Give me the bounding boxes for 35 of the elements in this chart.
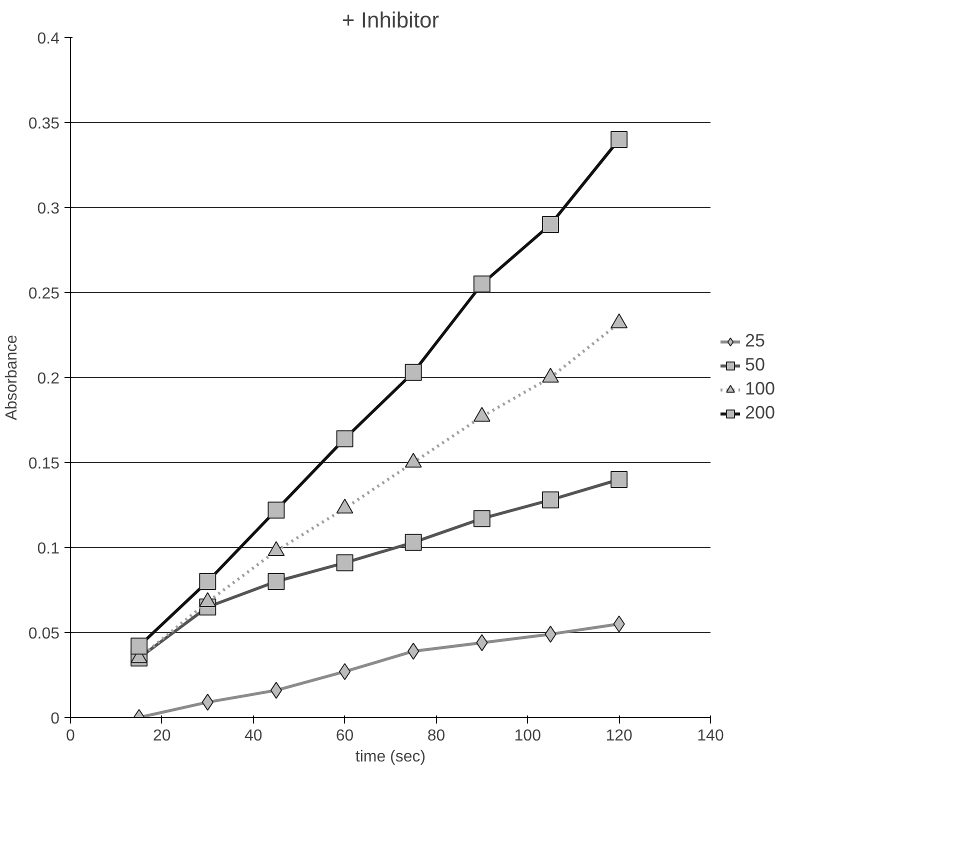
chart-title: + Inhibitor — [342, 8, 440, 32]
x-tick-label: 80 — [427, 728, 446, 744]
point — [336, 430, 354, 448]
x-tick-label: 60 — [336, 728, 354, 744]
point — [542, 216, 559, 233]
x-tick-label: 120 — [606, 728, 633, 744]
y-tick-label: 0 — [50, 710, 60, 728]
point — [473, 276, 490, 292]
legend-label: 200 — [745, 402, 776, 424]
y-tick-label: 0.4 — [37, 30, 60, 48]
x-tick-label: 100 — [514, 728, 542, 744]
x-axis-title: time (sec) — [355, 748, 426, 766]
y-tick-label: 0.05 — [28, 626, 60, 642]
legend-label: 25 — [745, 330, 766, 352]
point — [404, 364, 422, 381]
y-tick-label: 0.2 — [37, 370, 60, 388]
legend-label: 100 — [745, 378, 776, 400]
point — [610, 131, 628, 148]
y-tick-label: 0.1 — [37, 540, 60, 558]
legend-label: 50 — [745, 354, 766, 376]
y-tick-label: 0.15 — [28, 456, 60, 472]
x-tick-label: 0 — [66, 728, 76, 744]
point — [613, 616, 625, 632]
x-tick-label: 140 — [697, 728, 724, 744]
x-tick-label: 20 — [153, 728, 171, 744]
y-tick-label: 0.35 — [28, 116, 60, 132]
point — [270, 682, 282, 699]
point — [338, 663, 351, 680]
point — [268, 502, 285, 519]
point — [199, 573, 216, 590]
y-tick-label: 0.3 — [37, 200, 60, 218]
point — [130, 638, 148, 655]
y-axis-title: Absorbance — [3, 334, 20, 420]
x-tick-label: 40 — [244, 728, 262, 744]
y-tick-label: 0.25 — [28, 286, 60, 302]
